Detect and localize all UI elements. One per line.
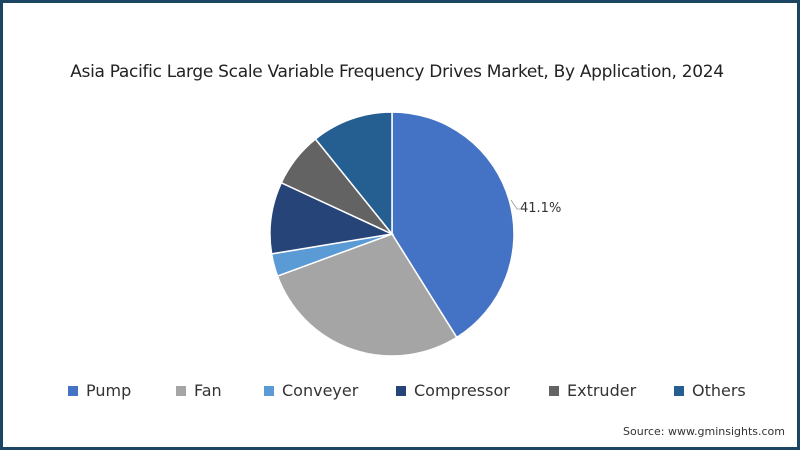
- legend-label: Conveyer: [282, 381, 359, 400]
- label-leader-line: [510, 199, 520, 210]
- chart-legend: Pump Fan Conveyer Compressor Extruder Ot…: [0, 381, 794, 403]
- legend-item-pump: Pump: [68, 381, 131, 400]
- legend-label: Extruder: [567, 381, 637, 400]
- legend-label: Compressor: [414, 381, 510, 400]
- pie-slice-pump: [391, 111, 515, 339]
- chart-title: Asia Pacific Large Scale Variable Freque…: [70, 62, 724, 82]
- legend-swatch-extruder: [549, 385, 559, 396]
- legend-swatch-pump: [68, 385, 78, 396]
- legend-item-fan: Fan: [176, 381, 222, 400]
- pie-slice-fan: [276, 233, 458, 357]
- legend-label: Others: [692, 381, 746, 400]
- legend-item-others: Others: [674, 381, 746, 400]
- legend-item-compressor: Compressor: [396, 381, 510, 400]
- pie-slices: [269, 111, 515, 357]
- legend-label: Pump: [86, 381, 132, 400]
- source-credit: Source: www.gminsights.com: [623, 425, 785, 438]
- legend-item-extruder: Extruder: [549, 381, 636, 400]
- legend-label: Fan: [194, 381, 222, 400]
- pump-data-label: 41.1%: [520, 201, 562, 216]
- legend-swatch-fan: [176, 385, 186, 396]
- legend-swatch-conveyer: [264, 385, 274, 396]
- legend-swatch-others: [674, 385, 684, 396]
- pie-slice-others: [314, 111, 393, 237]
- legend-item-conveyer: Conveyer: [264, 381, 358, 400]
- legend-swatch-compressor: [396, 385, 406, 396]
